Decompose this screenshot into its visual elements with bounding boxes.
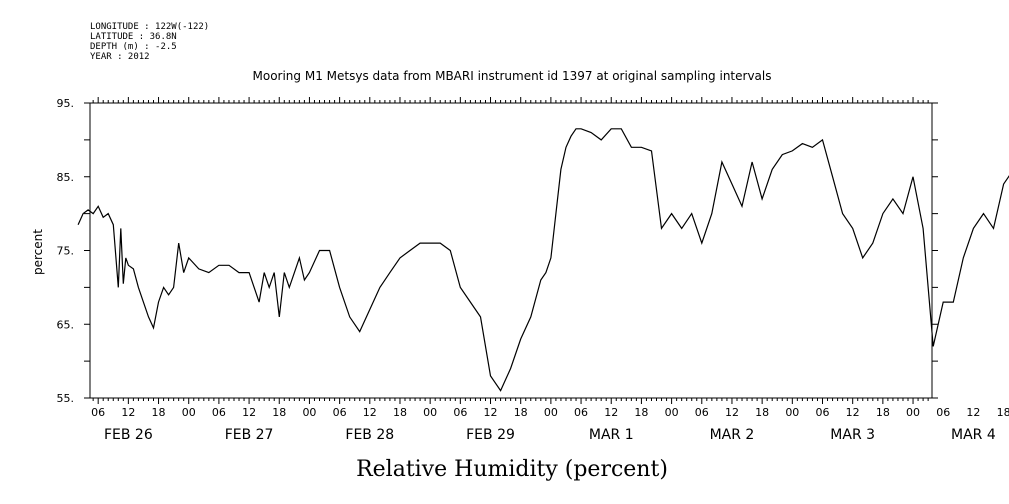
chart-title: Mooring M1 Metsys data from MBARI instru… [253,69,772,83]
y-tick-label: 55. [57,392,75,405]
x-tick-label: 06 [453,406,467,419]
y-tick-label: 75. [57,245,75,258]
x-tick-label: 00 [665,406,679,419]
x-tick-label: 12 [604,406,618,419]
date-label: MAR 3 [830,427,875,443]
x-tick-label: 06 [212,406,226,419]
x-tick-label: 00 [906,406,920,419]
x-tick-label: 18 [755,406,769,419]
x-tick-label: 12 [242,406,256,419]
longitude-text: LONGITUDE : 122W(-122) [90,22,210,32]
plot-frame [89,102,933,399]
x-tick-label: 18 [393,406,407,419]
date-label: MAR 2 [710,427,755,443]
year-text: YEAR : 2012 [90,52,150,62]
x-tick-label: 06 [333,406,347,419]
x-tick-label: 00 [423,406,437,419]
x-tick-label: 12 [846,406,860,419]
date-label: MAR 1 [589,427,634,443]
x-tick-label: 00 [182,406,196,419]
date-label: FEB 27 [225,427,274,443]
x-axis: 06 12 18 00 06 12 18 00 06 12 18 00 06 12 18 00 06 12 18 00… [91,97,1009,443]
x-tick-label: 06 [936,406,950,419]
x-tick-label: 12 [966,406,980,419]
x-tick-label: 06 [816,406,830,419]
y-tick-label: 85. [57,171,75,184]
y-tick-label: 95. [57,97,75,110]
y-axis-label: percent [31,229,45,275]
date-label: MAR 4 [951,427,996,443]
latitude-text: LATITUDE : 36.8N [90,32,177,42]
x-tick-label: 18 [876,406,890,419]
date-label: FEB 26 [104,427,153,443]
x-tick-label: 06 [695,406,709,419]
x-tick-label: 18 [272,406,286,419]
x-tick-label: 12 [121,406,135,419]
date-label: FEB 29 [466,427,515,443]
depth-text: DEPTH (m) : -2.5 [90,42,177,52]
x-tick-label: 06 [91,406,105,419]
x-tick-label: 18 [152,406,166,419]
x-tick-label: 18 [634,406,648,419]
x-tick-label: 00 [544,406,558,419]
x-tick-label: 12 [725,406,739,419]
humidity-series-line [77,128,1009,392]
x-tick-label: 00 [785,406,799,419]
x-tick-label: 00 [302,406,316,419]
y-axis: 55. 65. 75. 85. 95. [57,97,938,405]
x-tick-label: 12 [484,406,498,419]
y-tick-label: 65. [57,318,75,331]
x-tick-label: 06 [574,406,588,419]
x-axis-label: Relative Humidity (percent) [356,457,668,482]
x-tick-label: 18 [514,406,528,419]
x-tick-label: 12 [363,406,377,419]
date-label: FEB 28 [345,427,394,443]
x-tick-label: 18 [997,406,1009,419]
